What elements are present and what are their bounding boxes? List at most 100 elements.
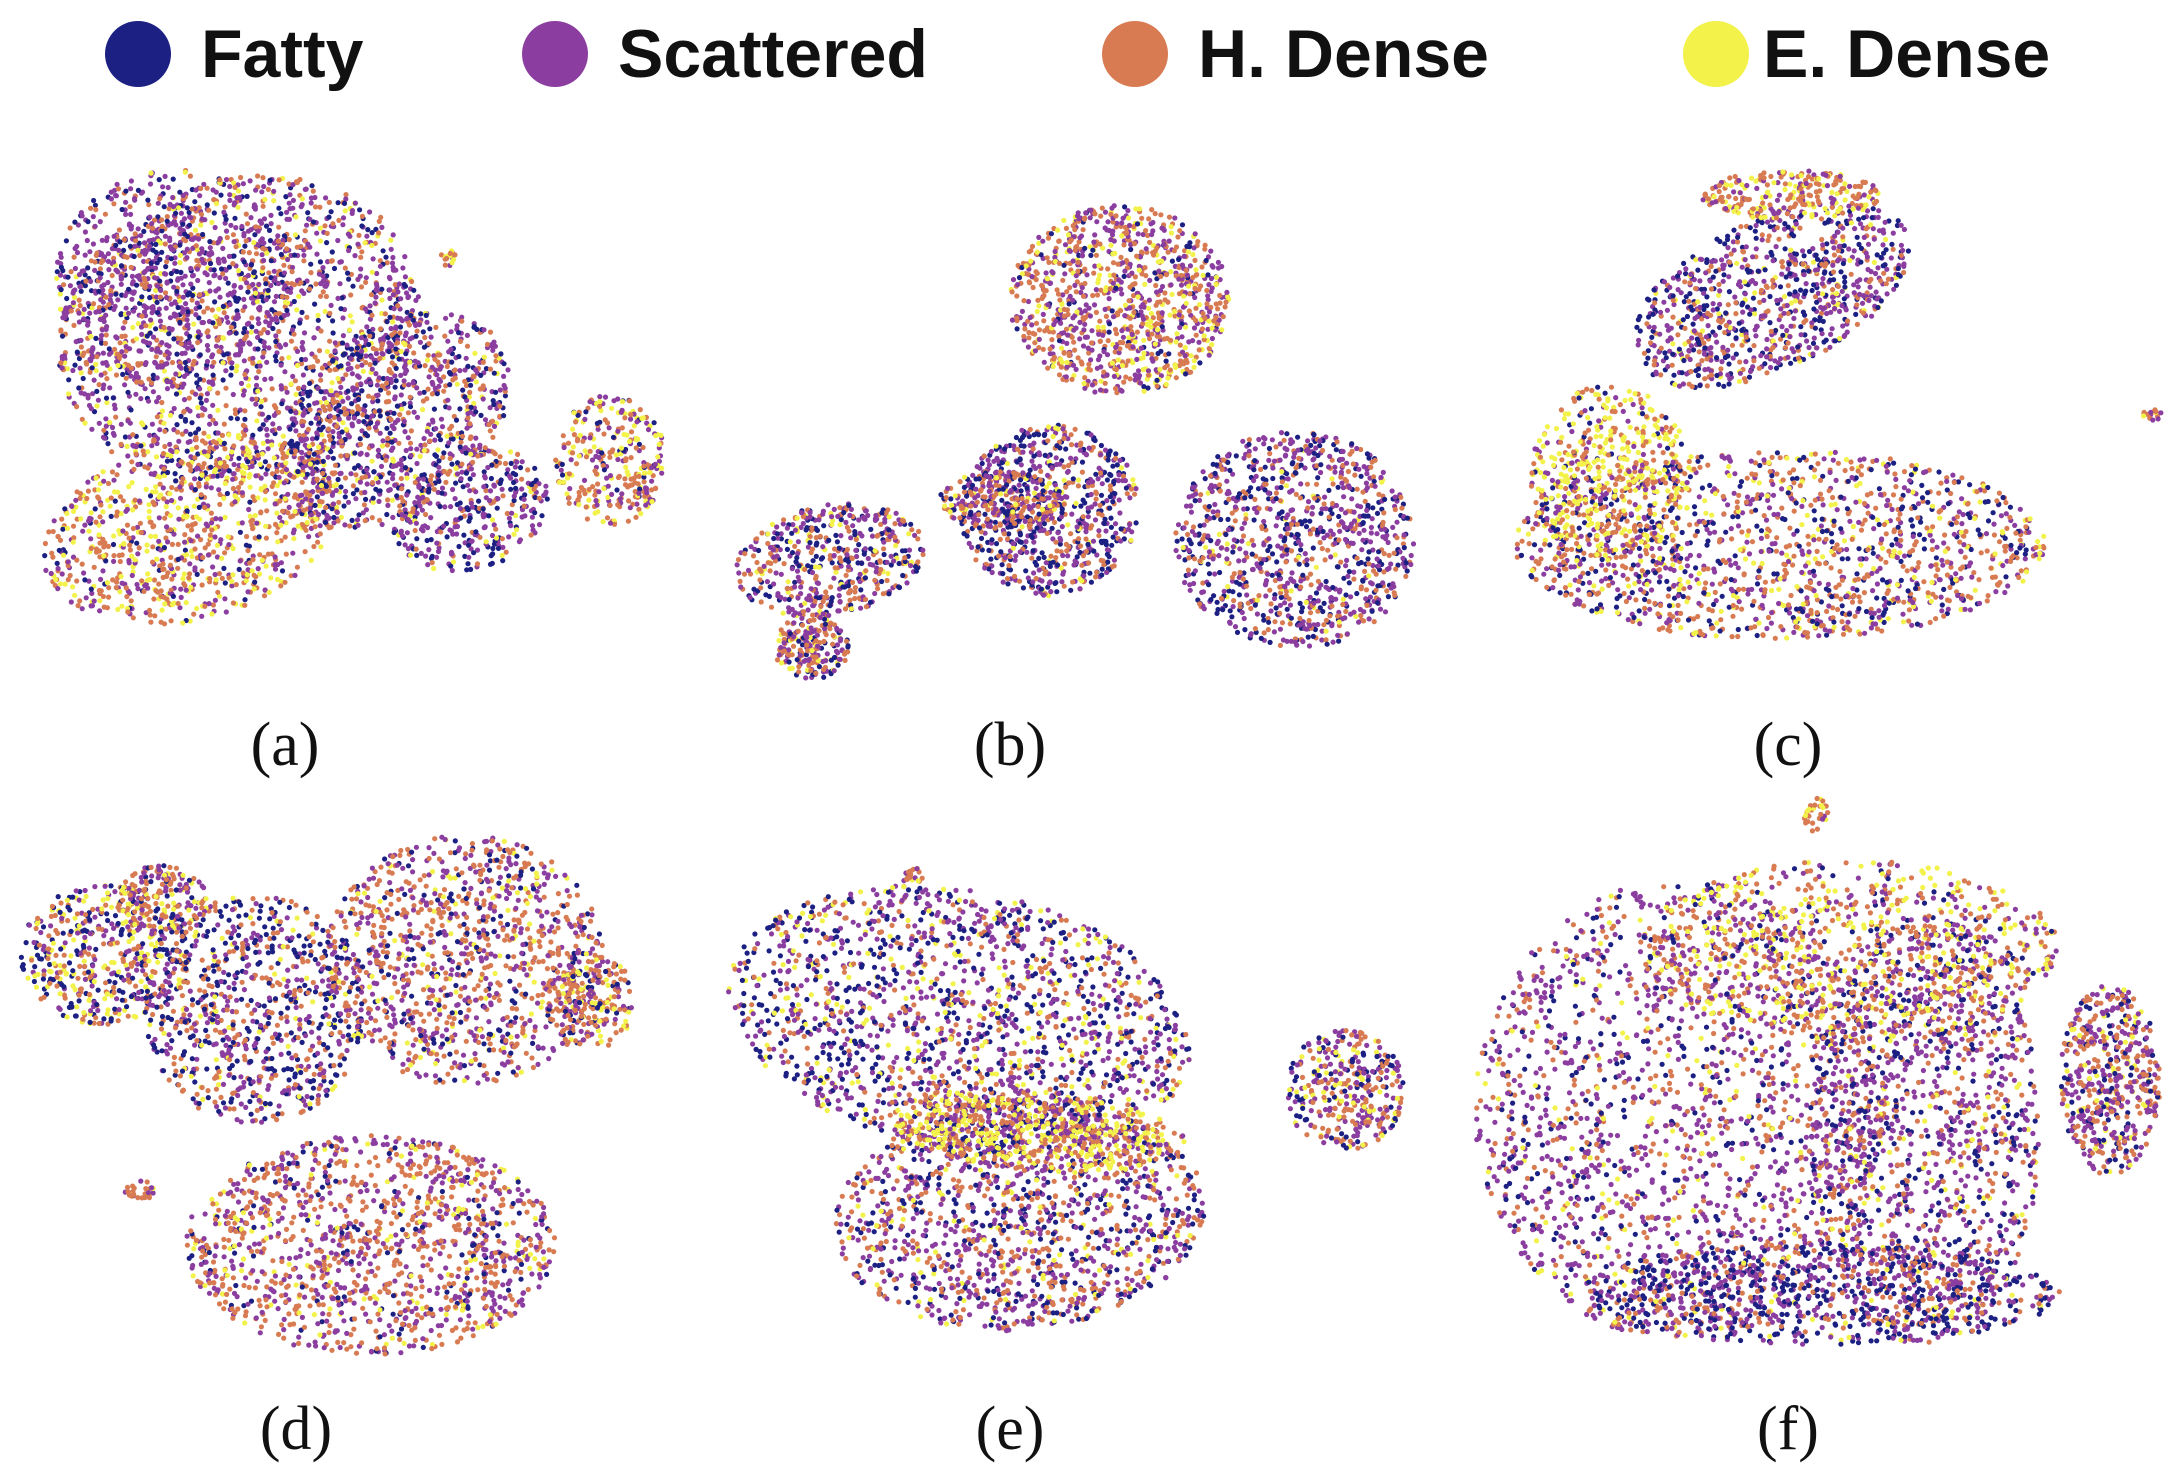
- point: [222, 204, 227, 209]
- point: [113, 415, 118, 420]
- point: [96, 398, 101, 403]
- point: [209, 220, 214, 225]
- point: [491, 483, 496, 488]
- point: [325, 231, 330, 236]
- point: [514, 459, 519, 464]
- point: [443, 316, 448, 321]
- point: [203, 441, 208, 446]
- point: [190, 206, 195, 211]
- point: [300, 347, 305, 352]
- point: [239, 224, 244, 229]
- point: [96, 532, 101, 537]
- point: [315, 540, 320, 545]
- point: [85, 480, 90, 485]
- point: [376, 448, 381, 453]
- point: [189, 554, 194, 559]
- point: [352, 415, 357, 420]
- point: [196, 334, 201, 339]
- point: [247, 472, 252, 477]
- point: [1022, 326, 1027, 331]
- point: [421, 398, 426, 403]
- point: [388, 417, 393, 422]
- point: [285, 390, 290, 395]
- point: [98, 275, 103, 280]
- point: [604, 476, 609, 481]
- point: [264, 224, 269, 229]
- point: [162, 204, 167, 209]
- point: [79, 370, 84, 375]
- point: [318, 531, 323, 536]
- point: [463, 450, 468, 455]
- point: [121, 541, 126, 546]
- point: [73, 498, 78, 503]
- point: [292, 299, 297, 304]
- point: [312, 302, 317, 307]
- point: [105, 363, 110, 368]
- point: [211, 360, 216, 365]
- point: [165, 539, 170, 544]
- point: [139, 578, 144, 583]
- point: [636, 491, 641, 496]
- point: [490, 348, 495, 353]
- point: [595, 509, 600, 514]
- point: [658, 433, 663, 438]
- point: [247, 341, 252, 346]
- point: [200, 413, 205, 418]
- point: [1210, 336, 1215, 341]
- point: [276, 239, 281, 244]
- point: [480, 386, 485, 391]
- point: [385, 442, 390, 447]
- point: [349, 401, 354, 406]
- point: [273, 522, 278, 527]
- point: [287, 201, 292, 206]
- point: [130, 432, 135, 437]
- point: [290, 551, 295, 556]
- point: [363, 497, 368, 502]
- point: [116, 186, 121, 191]
- point: [414, 385, 419, 390]
- point: [215, 390, 220, 395]
- point: [1092, 389, 1097, 394]
- point: [116, 363, 121, 368]
- point: [331, 520, 336, 525]
- point: [122, 382, 127, 387]
- point: [1192, 258, 1197, 263]
- point: [359, 388, 364, 393]
- point: [553, 458, 558, 463]
- point: [429, 537, 434, 542]
- point: [370, 395, 375, 400]
- point: [424, 313, 429, 318]
- point: [432, 452, 437, 457]
- point: [295, 349, 300, 354]
- point: [441, 450, 446, 455]
- point: [153, 489, 158, 494]
- point: [641, 445, 646, 450]
- point: [114, 513, 119, 518]
- point: [447, 382, 452, 387]
- point: [134, 444, 139, 449]
- point: [229, 325, 234, 330]
- point: [223, 386, 228, 391]
- point: [266, 552, 271, 557]
- point: [169, 302, 174, 307]
- point: [242, 417, 247, 422]
- point: [217, 177, 222, 182]
- point: [493, 353, 498, 358]
- point: [400, 318, 405, 323]
- point: [513, 464, 518, 469]
- point: [84, 496, 89, 501]
- point: [178, 270, 183, 275]
- point: [458, 506, 463, 511]
- point: [225, 235, 230, 240]
- point: [97, 514, 102, 519]
- point: [262, 377, 267, 382]
- point: [417, 322, 422, 327]
- point: [508, 523, 513, 528]
- point: [101, 469, 106, 474]
- point: [390, 354, 395, 359]
- point: [211, 549, 216, 554]
- point: [389, 326, 394, 331]
- point: [184, 552, 189, 557]
- point: [396, 541, 401, 546]
- point: [519, 477, 524, 482]
